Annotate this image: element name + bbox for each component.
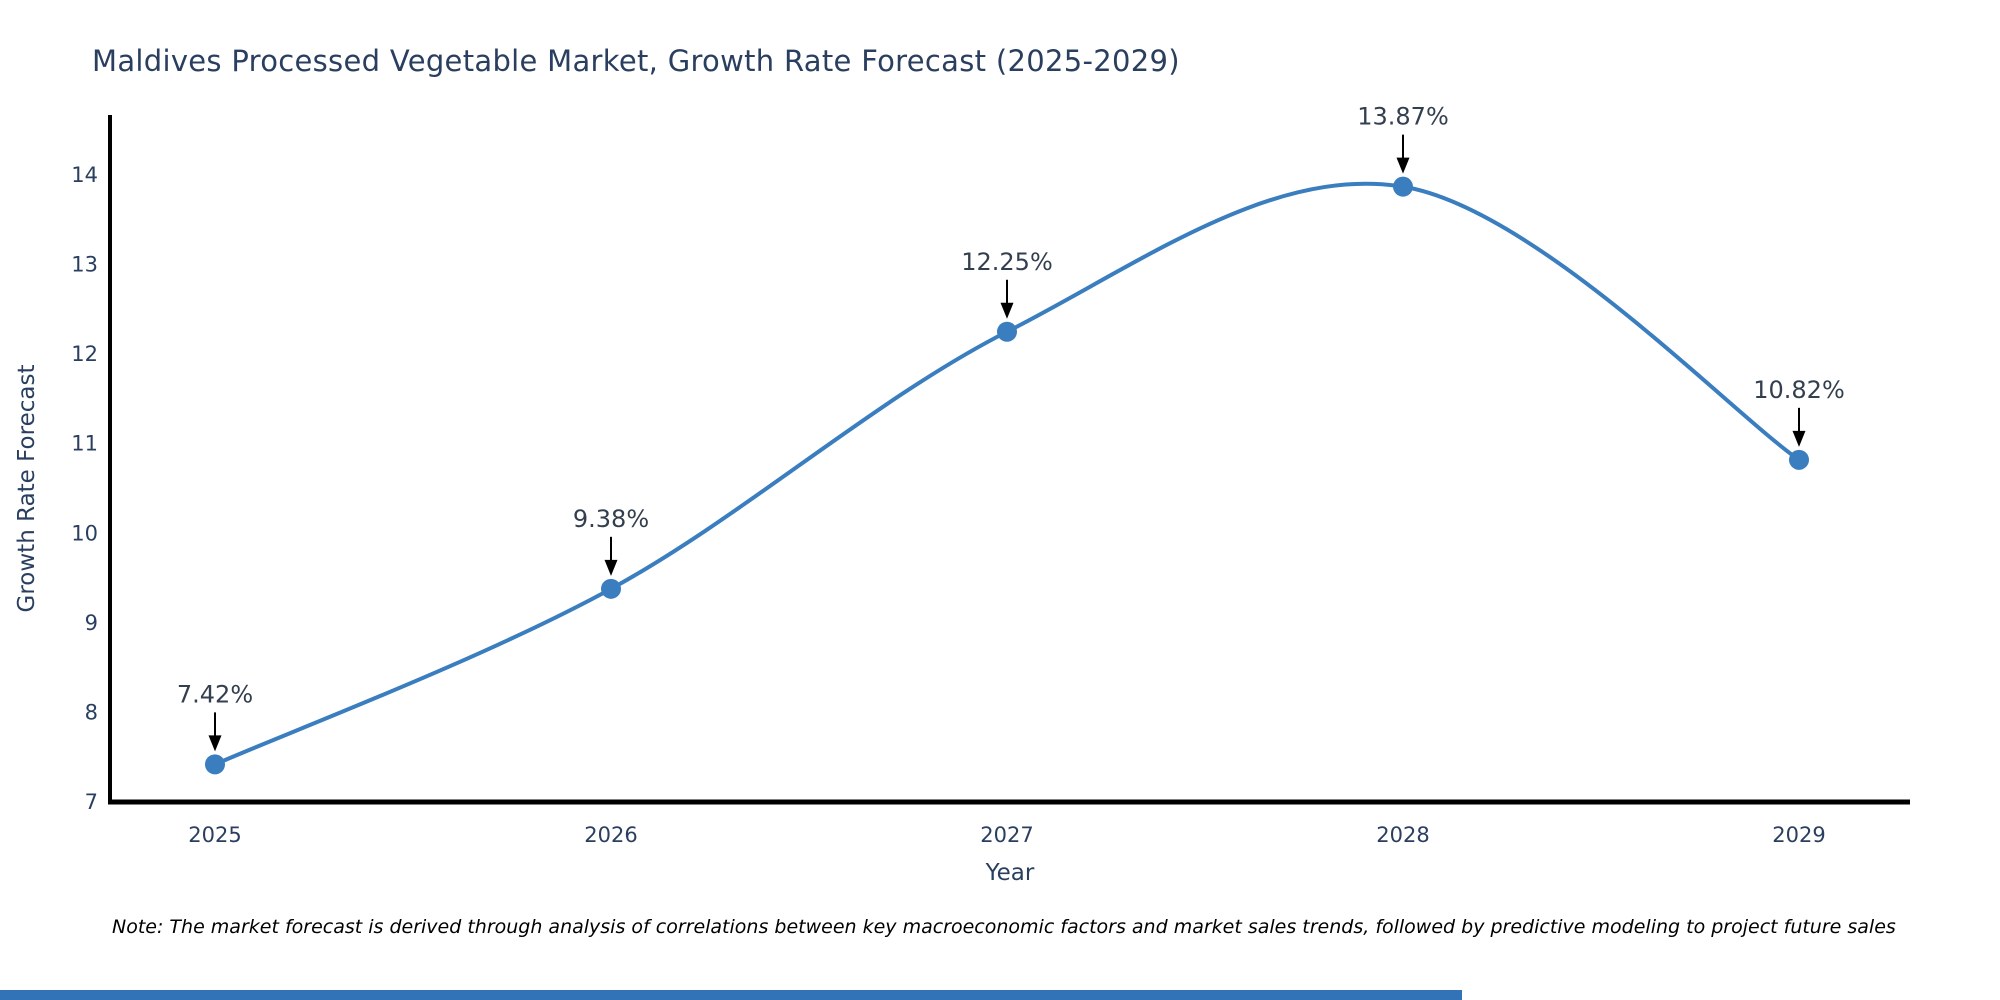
data-point-marker xyxy=(601,578,621,599)
data-point-marker xyxy=(1393,176,1413,197)
y-tick-label: 7 xyxy=(85,790,98,814)
y-tick-label: 9 xyxy=(85,611,98,635)
bottom-accent-bar xyxy=(0,990,1462,1000)
chart-title: Maldives Processed Vegetable Market, Gro… xyxy=(92,44,1180,78)
x-tick-label: 2025 xyxy=(188,823,241,847)
data-point-marker xyxy=(205,754,225,775)
y-tick-label: 11 xyxy=(71,432,98,456)
data-point-marker xyxy=(1789,449,1809,470)
annotation-label: 12.25% xyxy=(961,248,1053,276)
annotation-arrowhead xyxy=(1792,430,1806,447)
annotation-label: 13.87% xyxy=(1357,103,1449,131)
y-tick-label: 10 xyxy=(71,521,98,545)
x-tick-label: 2027 xyxy=(980,823,1033,847)
annotation-arrowhead xyxy=(208,735,222,752)
annotation-label: 7.42% xyxy=(177,680,253,708)
annotation-arrowhead xyxy=(604,559,618,576)
annotation-arrowhead xyxy=(1396,157,1410,174)
y-tick-label: 14 xyxy=(71,163,98,187)
footnote: Note: The market forecast is derived thr… xyxy=(112,916,1896,938)
annotation-label: 9.38% xyxy=(573,505,649,533)
x-tick-label: 2029 xyxy=(1772,823,1825,847)
y-tick-label: 12 xyxy=(71,342,98,366)
y-tick-label: 8 xyxy=(85,700,98,724)
x-tick-label: 2028 xyxy=(1376,823,1429,847)
annotation-arrowhead xyxy=(1000,302,1014,319)
data-point-marker xyxy=(997,321,1017,342)
x-axis-title: Year xyxy=(985,860,1035,886)
y-axis-title: Growth Rate Forecast xyxy=(14,365,40,613)
annotation-label: 10.82% xyxy=(1753,376,1845,404)
x-tick-label: 2026 xyxy=(584,823,637,847)
y-tick-label: 13 xyxy=(71,253,98,277)
